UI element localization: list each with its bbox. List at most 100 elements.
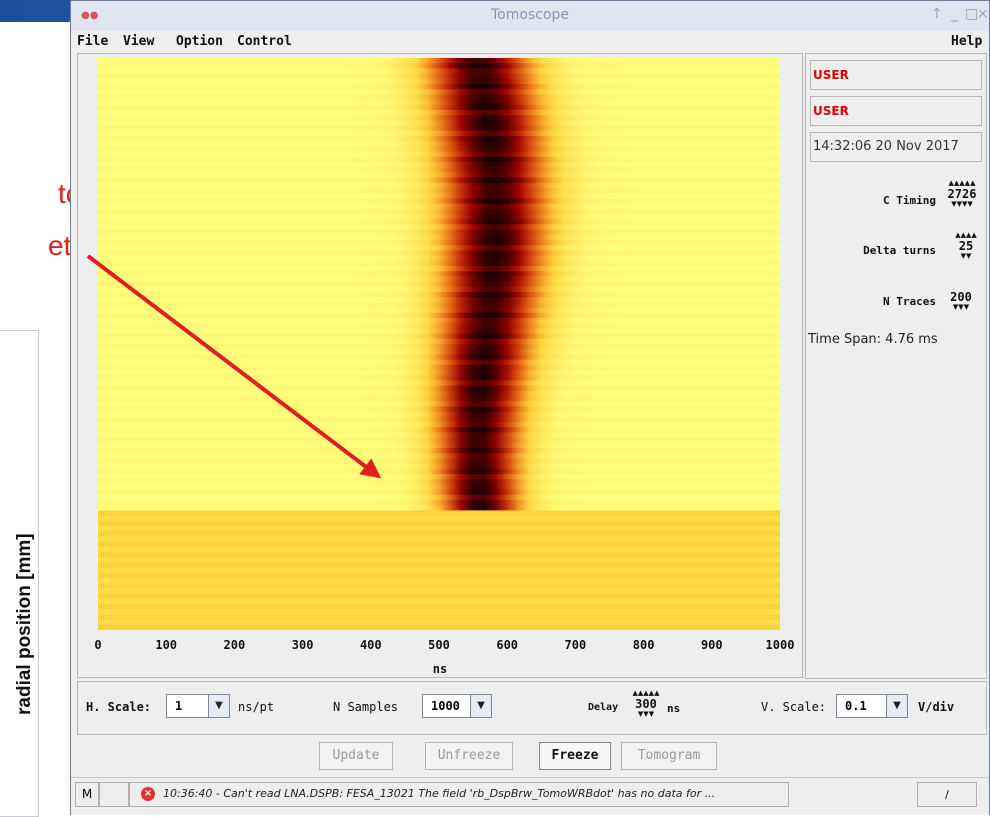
heatmap-row: [98, 453, 780, 459]
n-samples-select[interactable]: 1000 ▼: [422, 694, 492, 718]
c-timing-label: C Timing: [883, 194, 936, 207]
pin-icon[interactable]: ↑: [931, 6, 943, 22]
chevron-down-icon[interactable]: ▼: [886, 695, 907, 717]
chevron-down-icon[interactable]: ▼: [208, 695, 229, 717]
heatmap-row: [98, 182, 780, 189]
chevron-down-icon[interactable]: ▼: [470, 695, 491, 717]
maximize-icon[interactable]: □: [965, 6, 979, 22]
title-bar[interactable]: ●● Tomoscope ↑ _ □ ×: [71, 1, 989, 32]
v-scale-unit: V/div: [918, 700, 955, 714]
tomogram-button[interactable]: Tomogram: [621, 742, 717, 770]
x-tick-label: 1000: [765, 638, 795, 652]
heatmap-row: [98, 110, 780, 116]
heatmap-row: [98, 156, 780, 163]
decrement-arrows-icon[interactable]: ▼▼▼: [952, 303, 970, 311]
menu-view[interactable]: View: [123, 34, 155, 49]
heatmap-row: [98, 396, 780, 402]
heatmap-row: [98, 276, 780, 283]
menu-control[interactable]: Control: [237, 34, 292, 49]
heatmap-row: [98, 474, 780, 480]
heatmap-row: [98, 297, 780, 303]
decrement-arrows-icon[interactable]: ▼▼: [960, 252, 972, 260]
heatmap-row: [98, 312, 780, 319]
increment-arrows-icon[interactable]: ▲▲▲▲▲: [632, 689, 660, 697]
decrement-arrows-icon[interactable]: ▼▼▼: [637, 710, 655, 718]
minimize-icon[interactable]: _: [951, 6, 958, 22]
heatmap-row: [98, 448, 780, 454]
increment-arrows-icon[interactable]: ▲▲▲▲▲: [948, 179, 976, 187]
freeze-button[interactable]: Freeze: [539, 742, 611, 770]
heatmap-row: [98, 63, 780, 69]
heatmap-row: [98, 541, 780, 548]
delta-turns-spinner[interactable]: ▲▲▲▲ 25 ▼▼: [952, 232, 980, 260]
heatmap-row: [98, 598, 780, 605]
heatmap-row: [98, 406, 780, 413]
resize-corner[interactable]: /: [917, 782, 977, 807]
heatmap-row: [98, 609, 780, 615]
window-title: Tomoscope: [491, 7, 569, 23]
heatmap-row: [98, 624, 780, 630]
status-message: 10:36:40 - Can't read LNA.DSPB: FESA_130…: [163, 787, 716, 800]
delay-value[interactable]: 300: [635, 697, 657, 711]
heatmap-row: [98, 578, 780, 584]
v-scale-select[interactable]: 0.1 ▼: [836, 694, 908, 718]
heatmap-row: [98, 505, 780, 511]
menu-option[interactable]: Option: [176, 34, 223, 49]
x-tick-label: 700: [564, 638, 587, 652]
heatmap-row: [98, 115, 780, 121]
heatmap-row: [98, 240, 780, 246]
update-button[interactable]: Update: [319, 742, 393, 770]
menu-help[interactable]: Help: [951, 34, 983, 49]
heatmap-row: [98, 588, 780, 595]
heatmap-row: [98, 130, 780, 137]
heatmap-row: [98, 546, 780, 553]
x-tick-label: 100: [155, 638, 178, 652]
heatmap-row: [98, 536, 780, 543]
status-bar: M × 10:36:40 - Can't read LNA.DSPB: FESA…: [71, 777, 989, 815]
heatmap-row: [98, 562, 780, 569]
heatmap-row: [98, 458, 780, 465]
x-tick-label: 0: [94, 638, 102, 652]
heatmap-row: [98, 572, 780, 579]
heatmap-row: [98, 510, 780, 517]
h-scale-select[interactable]: 1 ▼: [166, 694, 230, 718]
heatmap-row: [98, 515, 780, 522]
heatmap-row: [98, 614, 780, 621]
mode-indicator: M: [75, 782, 99, 807]
delay-label: Delay: [588, 702, 619, 713]
n-traces-label: N Traces: [883, 295, 936, 308]
heatmap-row: [98, 224, 780, 231]
increment-arrows-icon[interactable]: ▲▲▲▲: [955, 231, 977, 239]
n-traces-spinner[interactable]: 200 ▼▼▼: [944, 290, 978, 311]
heatmap-row: [98, 245, 780, 251]
heatmap-row: [98, 390, 780, 397]
delay-unit: ns: [667, 702, 681, 715]
v-scale-value: 0.1: [845, 699, 867, 713]
heatmap-row: [98, 370, 780, 376]
n-traces-value[interactable]: 200: [950, 290, 972, 304]
heatmap-row: [98, 484, 780, 491]
heatmap-row: [98, 318, 780, 324]
close-icon[interactable]: ×: [977, 6, 989, 22]
c-timing-spinner[interactable]: ▲▲▲▲▲ 2726 ▼▼▼▼: [942, 180, 982, 208]
info-panel: USER USER 14:32:06 20 Nov 2017 C Timing …: [805, 53, 987, 679]
n-samples-label: N Samples: [333, 700, 399, 714]
heatmap-row: [98, 89, 780, 95]
heatmap-row: [98, 500, 780, 506]
heatmap-row: [98, 416, 780, 423]
delay-spinner[interactable]: ▲▲▲▲▲ 300 ▼▼▼: [628, 690, 664, 718]
unfreeze-button[interactable]: Unfreeze: [425, 742, 513, 770]
time-span-text: Time Span: 4.76 ms: [808, 332, 938, 347]
heatmap-row: [98, 208, 780, 215]
menu-file[interactable]: File: [77, 34, 109, 49]
decrement-arrows-icon[interactable]: ▼▼▼▼: [951, 200, 973, 208]
slide-text-line2: et: [48, 230, 72, 261]
heatmap-row: [98, 167, 780, 173]
heatmap-row: [98, 73, 780, 80]
user-field-2: USER: [810, 96, 982, 126]
c-timing-value[interactable]: 2726: [947, 187, 977, 201]
heatmap-row: [98, 172, 780, 179]
delta-turns-value[interactable]: 25: [958, 239, 974, 253]
heatmap-row: [98, 141, 780, 147]
heatmap-row: [98, 526, 780, 532]
